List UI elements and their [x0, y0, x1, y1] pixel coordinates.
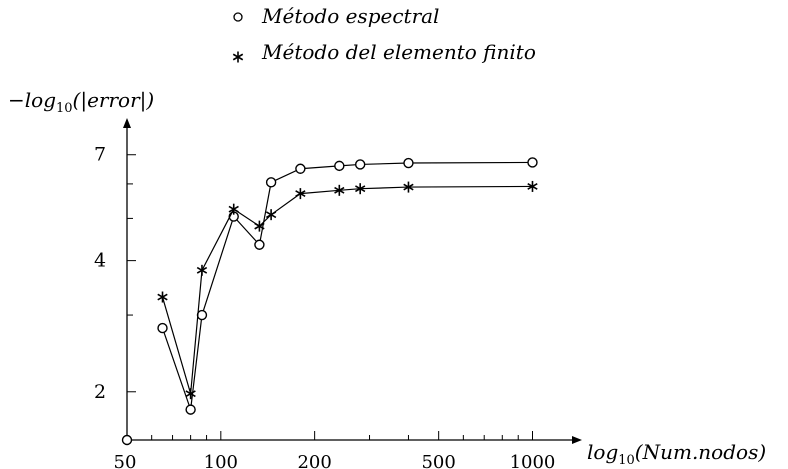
- legend-item: Método espectral: [233, 4, 439, 28]
- series-line: [161, 185, 533, 394]
- x-tick-label: 200: [297, 452, 331, 469]
- series-layer: [157, 157, 538, 415]
- y-tick-label: 7: [94, 144, 106, 166]
- data-point-star: [196, 264, 208, 276]
- legend-label: Método espectral: [261, 4, 439, 28]
- data-point-circle: [295, 163, 306, 174]
- y-tick-label: 2: [94, 381, 106, 403]
- data-point-star: [265, 209, 277, 221]
- data-point-star: [228, 203, 239, 215]
- data-point-star: [403, 181, 414, 193]
- data-point-circle: [185, 404, 196, 415]
- x-axis-label: log10(Num.nodos): [587, 440, 766, 468]
- x-axis-arrow: [572, 436, 582, 444]
- legend-star-icon: [232, 51, 244, 63]
- data-point-star: [527, 180, 538, 192]
- legend-item: Método del elemento finito: [232, 40, 536, 64]
- legend-circle-icon: [233, 12, 243, 22]
- data-point-circle: [157, 322, 168, 334]
- x-tick-label: 1000: [510, 452, 556, 469]
- axes: 50 100 200 500 1000 2 4 7 log10(Num.nodos) −log10…: [8, 88, 766, 469]
- legend: Método espectral Método del elemento fini…: [232, 4, 536, 64]
- data-point-circle: [403, 157, 414, 169]
- data-point-star: [185, 388, 196, 400]
- series-metodo-espectral: [157, 157, 538, 415]
- data-point-circle: [527, 157, 538, 168]
- x-tick-label: 100: [204, 452, 238, 469]
- data-point-star: [254, 220, 265, 232]
- data-point-star: [334, 184, 345, 196]
- data-point-circle: [354, 159, 366, 170]
- origin-circle-marker: [121, 434, 133, 446]
- data-point-circle: [334, 160, 345, 172]
- x-tick-label: 500: [421, 452, 455, 469]
- y-axis-label: −log10(|error|): [8, 88, 154, 116]
- data-point-star: [157, 291, 168, 303]
- x-tick-label: 50: [114, 452, 137, 469]
- data-point-circle: [254, 239, 265, 250]
- data-point-star: [295, 188, 306, 200]
- data-point-circle: [265, 177, 277, 188]
- series-line: [161, 161, 533, 410]
- series-metodo-elemento-finito: [157, 180, 538, 400]
- y-axis-arrow: [123, 118, 131, 128]
- y-tick-label: 4: [94, 250, 106, 272]
- data-point-star: [355, 183, 366, 195]
- legend-label: Método del elemento finito: [261, 40, 536, 64]
- data-point-circle: [196, 309, 208, 321]
